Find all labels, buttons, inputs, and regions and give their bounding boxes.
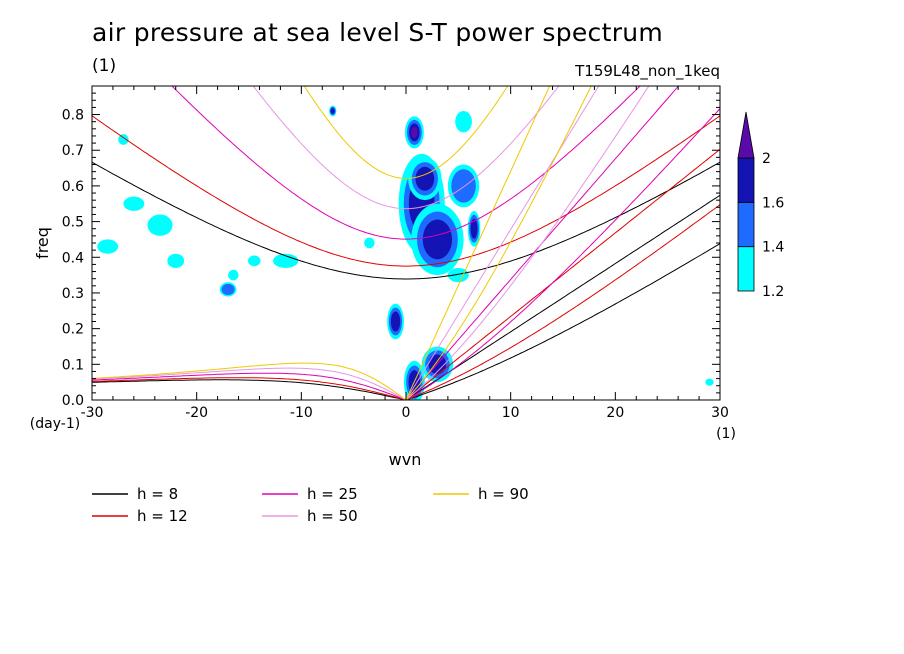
chart-title-unit: (1)	[92, 56, 117, 76]
power-blob-5-level-2	[470, 218, 478, 239]
x-tick-label: 10	[502, 405, 520, 421]
y-axis-label: freq	[33, 227, 52, 259]
power-blob-20-level-0	[364, 237, 375, 249]
power-blob-10-level-0	[455, 110, 472, 133]
curve-h90-kel	[405, 86, 551, 400]
x-tick-label: 0	[402, 405, 411, 421]
curve-h25-mrg	[405, 108, 720, 400]
curve-h8-kel	[405, 194, 720, 400]
power-blob-9-level-2	[330, 107, 335, 114]
curve-h12-mrg	[405, 204, 720, 400]
power-blob-19-level-0	[247, 255, 261, 267]
colorbar-tick-label: 2	[762, 151, 771, 167]
axis-labels: -30 -20 -10 0 10 20 30 0.0 0.1 0.2 0.3 0.4 0.5 0.6 0.7…	[30, 108, 736, 469]
colorbar-top-triangle	[737, 111, 755, 159]
curve-h8-mrg	[405, 243, 720, 400]
curve-h90-mrg	[405, 86, 592, 400]
x-tick-label: -10	[290, 405, 313, 421]
power-blob-3-level-2	[415, 166, 435, 191]
curve-h50-mrg	[405, 86, 650, 400]
y-tick-label: 0.4	[62, 250, 84, 266]
y-tick-label: 0.7	[62, 143, 84, 159]
power-contours	[97, 105, 714, 400]
power-blob-11-level-0	[123, 196, 145, 211]
y-tick-label: 0.6	[62, 179, 84, 195]
colorbar: 1.2 1.4 1.6 2	[737, 111, 784, 300]
power-blob-17-level-0	[228, 269, 239, 281]
colorbar-box-2	[737, 157, 755, 203]
curve-h50-er	[92, 367, 407, 400]
colorbar-tick-label: 1.4	[762, 240, 784, 256]
curve-h12-kel	[405, 148, 720, 400]
x-tick-label: 20	[606, 405, 624, 421]
curve-h90-ig	[303, 86, 509, 179]
x-tick-label: -20	[185, 405, 208, 421]
legend-label-h25: h = 25	[307, 485, 358, 503]
power-blob-2-level-2	[422, 219, 453, 260]
legend-label-h50: h = 50	[307, 507, 358, 525]
power-blob-13-level-0	[97, 239, 119, 254]
curve-h12-ig	[92, 115, 720, 267]
power-blob-0-level-3	[411, 126, 418, 138]
power-blob-21-level-0	[705, 378, 714, 386]
curve-h50-kel	[405, 86, 600, 400]
curve-h25-ig	[171, 86, 641, 240]
legend: h = 8 h = 12 h = 25 h = 50 h = 90	[92, 485, 529, 525]
legend-label-h90: h = 90	[478, 485, 529, 503]
y-tick-label: 0.0	[62, 393, 84, 409]
axis-ticks	[91, 85, 721, 401]
legend-label-h12: h = 12	[137, 507, 188, 525]
power-blob-6-level-2	[390, 311, 401, 332]
x-tick-label: 30	[711, 405, 729, 421]
y-tick-label: 0.8	[62, 108, 84, 124]
legend-label-h8: h = 8	[137, 485, 178, 503]
colorbar-tick-label: 1.2	[762, 284, 784, 300]
run-label: T159L48_non_1keq	[575, 62, 720, 80]
chart-title: air pressure at sea level S-T power spec…	[92, 18, 664, 47]
y-axis-unit: (day-1)	[30, 416, 80, 432]
x-axis-unit: (1)	[716, 426, 736, 442]
curve-h8-er	[92, 379, 407, 400]
x-tick-label: -30	[81, 405, 104, 421]
curve-h25-er	[92, 372, 407, 400]
power-blob-16-level-1	[221, 283, 235, 295]
y-tick-label: 0.2	[62, 322, 84, 338]
y-tick-label: 0.3	[62, 286, 84, 302]
y-tick-label: 0.1	[62, 357, 84, 373]
power-blob-18-level-0	[118, 134, 129, 145]
curve-h12-er	[92, 377, 407, 400]
curve-h50-ig	[252, 86, 560, 210]
power-blob-22-level-0	[447, 267, 469, 283]
x-axis-label: wvn	[389, 450, 422, 469]
curve-h90-er	[92, 362, 407, 400]
power-blob-4-level-1	[451, 169, 476, 203]
y-tick-label: 0.5	[62, 215, 84, 231]
power-blob-12-level-0	[147, 214, 173, 236]
colorbar-box-0	[737, 246, 755, 292]
colorbar-tick-label: 1.6	[762, 195, 784, 211]
curve-h25-kel	[405, 86, 680, 400]
power-blob-14-level-0	[167, 253, 185, 268]
power-blob-15-level-0	[273, 253, 299, 268]
curve-h8-ig	[92, 161, 720, 280]
colorbar-box-1	[737, 201, 755, 248]
dispersion-curves	[92, 86, 720, 400]
